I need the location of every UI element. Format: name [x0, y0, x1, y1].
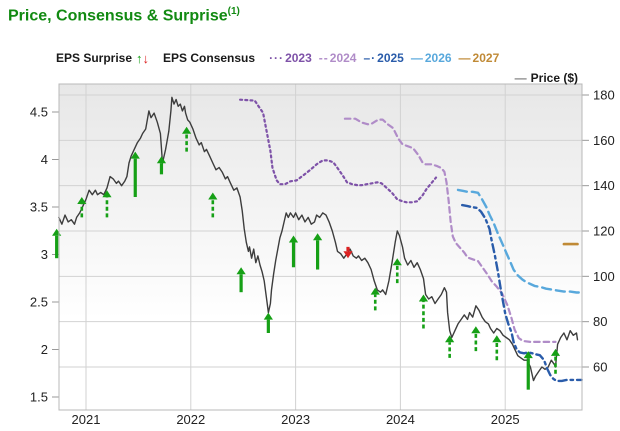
eps-consensus-label: EPS Consensus [163, 51, 256, 65]
surprise-beat-arrow [77, 197, 87, 218]
surprise-miss-arrow [343, 246, 353, 259]
arrow-head [445, 335, 455, 343]
surprise-beat-arrow [130, 151, 140, 198]
surprise-beat-arrow [102, 190, 112, 218]
surprise-beat-arrow [288, 235, 299, 268]
page-title: Price, Consensus & Surprise(1) [8, 6, 240, 25]
right-axis: 180 160 140 120 100 80 60 [582, 88, 615, 375]
left-axis-label: 3 [41, 247, 48, 262]
arrow-head [370, 287, 380, 295]
left-axis-label: 1.5 [30, 390, 48, 405]
right-axis-label: 160 [593, 133, 615, 148]
surprise-beat-arrow [156, 156, 167, 175]
consensus-line-2023 [239, 98, 438, 204]
legend-line-sample-icon: ··· [269, 51, 285, 65]
arrow-head [288, 235, 299, 243]
right-axis-label: 140 [593, 178, 615, 193]
price-legend: — Price ($) [515, 71, 578, 85]
left-axis-label: 4 [41, 152, 48, 167]
legend-top-row: EPS Surprise ↑ ↓ EPS Consensus ···2023 --20… [56, 51, 499, 65]
left-axis-label: 2 [41, 342, 48, 357]
legend-year-2026: —2026 [410, 51, 452, 65]
consensus-line-2024 [343, 117, 557, 343]
title-text: Price, Consensus & Surprise [8, 7, 228, 25]
arrow-head [263, 312, 273, 320]
x-axis-label: 2025 [491, 412, 520, 427]
surprise-beat-arrow [445, 335, 455, 358]
right-axis-label: 120 [593, 224, 615, 239]
plot-border [58, 83, 583, 411]
arrow-head [313, 233, 323, 241]
arrow-head [77, 197, 87, 205]
legend-line-sample-icon: -- [318, 51, 329, 65]
x-axis: 2021 2022 2023 2024 2025 [72, 412, 520, 427]
consensus-line-2025 [461, 203, 583, 383]
left-axis-label: 2.5 [30, 295, 48, 310]
legend-year-2025: –·2025 [363, 51, 404, 65]
eps-surprise-label: EPS Surprise [56, 51, 133, 65]
surprise-beat-arrow [550, 348, 561, 374]
legend-year-2027: —2027 [458, 51, 500, 65]
right-axis-label: 60 [593, 360, 607, 375]
x-axis-label: 2024 [386, 412, 415, 427]
left-axis-label: 4.5 [30, 105, 48, 120]
consensus-year-legend: ···2023 --2024 –·2025 —2026 —2027 [269, 51, 499, 65]
arrow-head [343, 251, 353, 259]
surprise-beat-arrow [392, 258, 402, 284]
arrow-head [550, 348, 561, 356]
plot-background [59, 84, 582, 410]
x-axis-label: 2023 [281, 412, 310, 427]
left-axis: 4.5 4 3.5 3 2.5 2 1.5 [30, 105, 59, 405]
surprise-down-arrow-icon: ↓ [142, 50, 150, 66]
surprise-beat-arrow [263, 312, 273, 334]
gridlines [59, 84, 582, 410]
legend-year-2024: --2024 [318, 51, 357, 65]
surprise-beat-arrow [208, 192, 218, 218]
surprise-beat-arrow [471, 326, 481, 352]
right-axis-label: 180 [593, 88, 615, 103]
legend-line-sample-icon: –· [363, 51, 377, 65]
arrow-head [523, 351, 533, 359]
arrow-head [418, 294, 429, 302]
surprise-beat-arrow [370, 287, 380, 311]
x-axis-label: 2021 [72, 412, 101, 427]
legend-line-sample-icon: — [410, 51, 424, 65]
price-legend-label: Price ($) [530, 71, 578, 85]
arrow-head [392, 258, 402, 266]
surprise-arrows [52, 126, 561, 390]
title-footnote-marker: (1) [227, 6, 240, 17]
surprise-beat-arrow [236, 267, 246, 293]
price-line [58, 96, 579, 382]
arrow-head [182, 126, 192, 134]
surprise-beat-arrow [523, 351, 533, 390]
consensus-line-2026 [456, 188, 583, 294]
arrow-head [236, 267, 246, 275]
legend-line-sample-icon: — [458, 51, 472, 65]
arrow-head [492, 335, 502, 343]
surprise-beat-arrow [492, 335, 502, 361]
arrow-head [156, 156, 167, 164]
surprise-beat-arrow [313, 233, 323, 270]
surprise-beat-arrow [418, 294, 429, 329]
right-axis-label: 100 [593, 269, 615, 284]
arrow-head [102, 190, 112, 198]
arrow-head [130, 151, 140, 159]
arrow-head [208, 192, 218, 200]
surprise-up-arrow-icon: ↑ [136, 50, 143, 66]
legend-year-2023: ···2023 [269, 51, 312, 65]
arrow-head [471, 326, 481, 334]
left-axis-label: 3.5 [30, 200, 48, 215]
x-axis-label: 2022 [176, 412, 205, 427]
price-line-marker-icon: — [514, 71, 527, 85]
surprise-beat-arrow [182, 126, 192, 152]
right-axis-label: 80 [593, 314, 607, 329]
